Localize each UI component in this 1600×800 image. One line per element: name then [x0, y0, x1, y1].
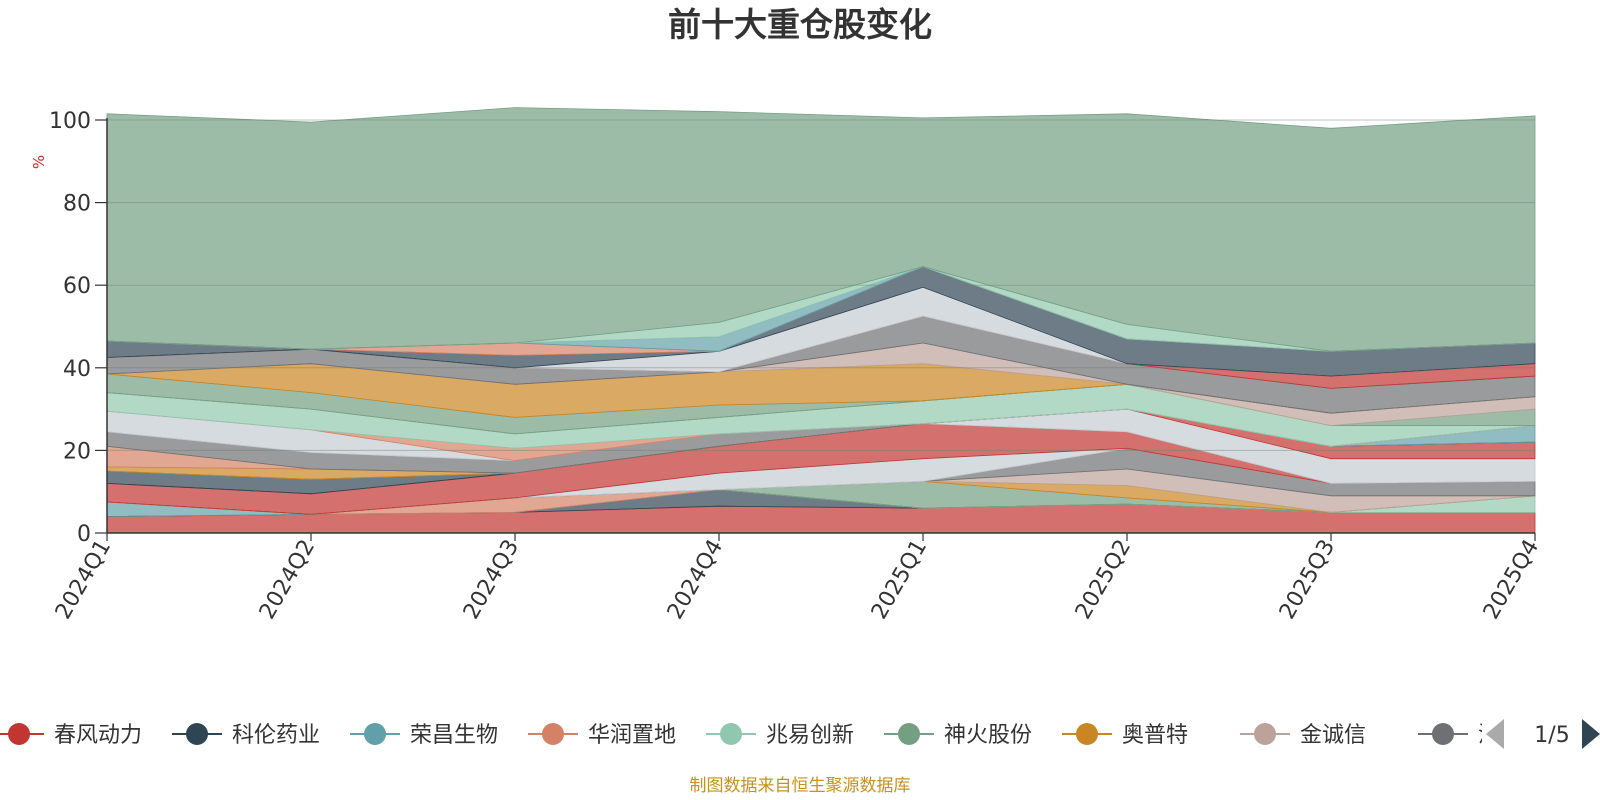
x-tick-label: 2024Q4 — [663, 536, 728, 624]
chart-title: 前十大重仓股变化 — [668, 5, 932, 44]
legend-item[interactable]: 奥普特 — [1062, 723, 1188, 748]
y-tick-label: 40 — [63, 357, 91, 382]
y-tick-label: 100 — [49, 109, 91, 134]
legend-label: 洛阳钼业 — [1478, 723, 1566, 748]
legend-marker — [1254, 723, 1276, 745]
legend-label: 神火股份 — [944, 723, 1032, 748]
y-axis-unit: % — [30, 155, 48, 169]
area-series-35 — [106, 107, 1536, 352]
legend-label: 兆易创新 — [766, 723, 854, 748]
legend-marker — [1432, 723, 1454, 745]
x-tick-label: 2025Q2 — [1071, 536, 1136, 624]
x-tick-label: 2024Q3 — [459, 536, 524, 624]
legend-item[interactable]: 神火股份 — [884, 723, 1032, 748]
legend-label: 春风动力 — [54, 723, 142, 748]
legend-prev-page-icon[interactable] — [1486, 719, 1504, 749]
legend-label: 荣昌生物 — [410, 723, 498, 748]
legend-item[interactable]: 荣昌生物 — [350, 723, 498, 748]
data-source-note: 制图数据来自恒生聚源数据库 — [690, 776, 911, 796]
x-tick-label: 2024Q2 — [255, 536, 320, 624]
legend-marker — [186, 723, 208, 745]
legend-marker — [898, 723, 920, 745]
legend-item[interactable]: 金诚信 — [1240, 723, 1366, 748]
legend-item[interactable]: 华润置地 — [528, 723, 676, 748]
legend-item[interactable]: 洛阳钼业 — [1418, 723, 1566, 748]
legend-marker — [1076, 723, 1098, 745]
y-tick-label: 0 — [77, 522, 91, 547]
legend-item[interactable]: 科伦药业 — [172, 723, 320, 748]
legend-next-page-icon[interactable] — [1582, 719, 1600, 749]
legend-items: 春风动力 科伦药业 荣昌生物 华润置地 兆易创新 神火股份 奥普特 金诚信 洛阳钼业 — [0, 723, 1566, 748]
x-tick-label: 2025Q1 — [867, 536, 932, 624]
y-tick-label: 20 — [63, 439, 91, 464]
legend-label: 金诚信 — [1300, 723, 1366, 748]
legend-marker — [720, 723, 742, 745]
x-tick-label: 2024Q1 — [51, 536, 116, 624]
legend-page-indicator: 1/5 — [1534, 723, 1569, 748]
legend-label: 科伦药业 — [232, 723, 320, 748]
y-tick-label: 60 — [63, 274, 91, 299]
legend-item[interactable]: 兆易创新 — [706, 723, 854, 748]
legend-label: 奥普特 — [1122, 723, 1188, 748]
x-tick-label: 2025Q4 — [1479, 536, 1544, 624]
legend-label: 华润置地 — [588, 723, 676, 748]
plot-areas — [106, 107, 1536, 534]
x-tick-label: 2025Q3 — [1275, 536, 1340, 624]
legend-marker — [364, 723, 386, 745]
legend-item[interactable]: 春风动力 — [0, 723, 142, 748]
legend-marker — [8, 723, 30, 745]
legend-marker — [542, 723, 564, 745]
y-tick-label: 80 — [63, 192, 91, 217]
